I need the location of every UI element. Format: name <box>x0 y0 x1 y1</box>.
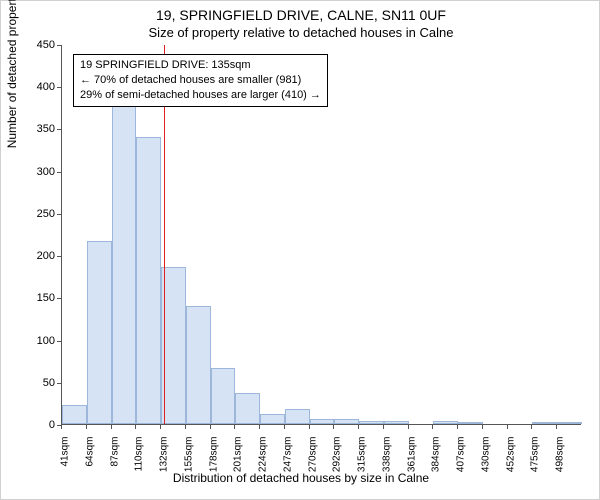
x-tick-mark <box>432 425 433 429</box>
x-tick-mark <box>482 425 483 429</box>
x-tick-label: 64sqm <box>84 437 95 487</box>
annotation-line: 29% of semi-detached houses are larger (… <box>80 88 321 103</box>
x-tick-mark <box>61 425 62 429</box>
histogram-bar <box>310 419 335 424</box>
y-tick-label: 450 <box>15 39 55 51</box>
x-tick-label: 87sqm <box>109 437 120 487</box>
histogram-bar <box>334 419 359 424</box>
histogram-bar <box>186 306 211 424</box>
histogram-bar <box>136 137 161 424</box>
x-tick-label: 430sqm <box>480 437 491 487</box>
x-tick-mark <box>531 425 532 429</box>
histogram-bar <box>359 421 384 424</box>
y-tick-mark <box>57 172 61 173</box>
x-tick-mark <box>309 425 310 429</box>
x-tick-label: 315sqm <box>357 437 368 487</box>
x-tick-label: 292sqm <box>332 437 343 487</box>
x-tick-mark <box>408 425 409 429</box>
x-tick-label: 110sqm <box>134 437 145 487</box>
histogram-bar <box>260 414 285 424</box>
x-tick-label: 155sqm <box>183 437 194 487</box>
y-tick-label: 0 <box>15 419 55 431</box>
annotation-line: 19 SPRINGFIELD DRIVE: 135sqm <box>80 58 321 73</box>
y-tick-mark <box>57 129 61 130</box>
y-tick-mark <box>57 256 61 257</box>
x-tick-mark <box>234 425 235 429</box>
y-tick-label: 200 <box>15 250 55 262</box>
x-tick-mark <box>358 425 359 429</box>
y-tick-mark <box>57 298 61 299</box>
x-tick-label: 361sqm <box>406 437 417 487</box>
x-tick-mark <box>284 425 285 429</box>
x-tick-label: 224sqm <box>258 437 269 487</box>
annotation-line: ← 70% of detached houses are smaller (98… <box>80 73 321 88</box>
title-sub: Size of property relative to detached ho… <box>1 25 600 40</box>
histogram-bar <box>87 241 112 424</box>
x-tick-mark <box>333 425 334 429</box>
y-tick-mark <box>57 45 61 46</box>
histogram-bar <box>384 421 409 424</box>
x-tick-label: 132sqm <box>159 437 170 487</box>
histogram-bar <box>532 422 557 424</box>
x-tick-mark <box>259 425 260 429</box>
histogram-bar <box>557 422 582 424</box>
x-tick-label: 475sqm <box>530 437 541 487</box>
y-tick-mark <box>57 87 61 88</box>
histogram-bar <box>458 422 483 424</box>
y-tick-label: 350 <box>15 123 55 135</box>
y-tick-label: 250 <box>15 208 55 220</box>
x-tick-mark <box>383 425 384 429</box>
x-tick-label: 452sqm <box>505 437 516 487</box>
annotation-box: 19 SPRINGFIELD DRIVE: 135sqm← 70% of det… <box>73 54 328 107</box>
histogram-bar <box>285 409 310 424</box>
y-tick-mark <box>57 214 61 215</box>
x-tick-mark <box>457 425 458 429</box>
histogram-bar <box>433 421 458 424</box>
x-tick-mark <box>185 425 186 429</box>
y-tick-mark <box>57 383 61 384</box>
x-tick-label: 338sqm <box>381 437 392 487</box>
histogram-bar <box>235 393 260 424</box>
x-tick-label: 247sqm <box>282 437 293 487</box>
histogram-bar <box>211 368 236 424</box>
y-tick-label: 400 <box>15 81 55 93</box>
x-tick-mark <box>210 425 211 429</box>
x-tick-label: 41sqm <box>60 437 71 487</box>
x-tick-label: 498sqm <box>555 437 566 487</box>
y-tick-mark <box>57 341 61 342</box>
x-tick-mark <box>135 425 136 429</box>
y-tick-label: 50 <box>15 377 55 389</box>
x-tick-label: 201sqm <box>233 437 244 487</box>
y-tick-label: 100 <box>15 335 55 347</box>
chart-container: 19, SPRINGFIELD DRIVE, CALNE, SN11 0UF S… <box>0 0 600 500</box>
x-tick-mark <box>507 425 508 429</box>
x-tick-label: 384sqm <box>431 437 442 487</box>
x-tick-mark <box>160 425 161 429</box>
title-main: 19, SPRINGFIELD DRIVE, CALNE, SN11 0UF <box>1 7 600 23</box>
histogram-bar <box>112 101 137 424</box>
x-tick-mark <box>111 425 112 429</box>
x-tick-label: 270sqm <box>307 437 318 487</box>
histogram-bar <box>62 405 87 424</box>
x-tick-label: 178sqm <box>208 437 219 487</box>
y-tick-label: 300 <box>15 166 55 178</box>
x-tick-label: 407sqm <box>456 437 467 487</box>
x-tick-mark <box>86 425 87 429</box>
x-tick-mark <box>556 425 557 429</box>
y-tick-label: 150 <box>15 292 55 304</box>
